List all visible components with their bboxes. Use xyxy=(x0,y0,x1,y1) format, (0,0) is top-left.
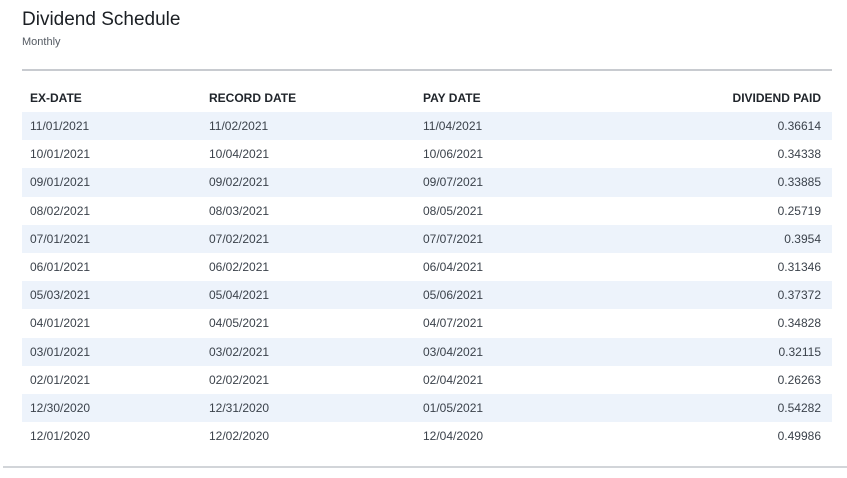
table-row: 02/01/2021 02/02/2021 02/04/2021 0.26263 xyxy=(22,365,832,394)
dividend-paid-cell: 0.26263 xyxy=(777,372,821,387)
record-date-cell: 05/04/2021 xyxy=(209,288,270,303)
pay-date-cell: 03/04/2021 xyxy=(423,344,484,359)
ex-date-cell: 06/01/2021 xyxy=(30,260,91,275)
page-title: Dividend Schedule xyxy=(22,9,181,30)
dividend-paid-cell: 0.36614 xyxy=(777,119,821,134)
pay-date-cell: 10/06/2021 xyxy=(423,147,484,162)
page-subtitle: Monthly xyxy=(22,36,61,48)
table-row: 08/02/2021 08/03/2021 08/05/2021 0.25719 xyxy=(22,196,832,225)
pay-date-cell: 01/05/2021 xyxy=(423,400,484,415)
pay-date-cell: 02/04/2021 xyxy=(423,372,484,387)
record-date-cell: 07/02/2021 xyxy=(209,231,270,246)
record-date-cell: 03/02/2021 xyxy=(209,344,270,359)
record-date-cell: 06/02/2021 xyxy=(209,260,270,275)
column-header-pay-date: PAY DATE xyxy=(423,91,481,105)
table-row: 12/01/2020 12/02/2020 12/04/2020 0.49986 xyxy=(22,422,832,451)
dividend-paid-cell: 0.49986 xyxy=(777,429,821,444)
record-date-cell: 10/04/2021 xyxy=(209,147,270,162)
pay-date-cell: 05/06/2021 xyxy=(423,288,484,303)
dividend-paid-cell: 0.34338 xyxy=(777,147,821,162)
table-row: 11/01/2021 11/02/2021 11/04/2021 0.36614 xyxy=(22,112,832,141)
ex-date-cell: 07/01/2021 xyxy=(30,231,91,246)
table-row: 07/01/2021 07/02/2021 07/07/2021 0.3954 xyxy=(22,224,832,253)
pay-date-cell: 04/07/2021 xyxy=(423,316,484,331)
table-row: 12/30/2020 12/31/2020 01/05/2021 0.54282 xyxy=(22,393,832,423)
pay-date-cell: 08/05/2021 xyxy=(423,203,484,218)
ex-date-cell: 11/01/2021 xyxy=(30,119,90,134)
pay-date-cell: 09/07/2021 xyxy=(423,175,484,190)
record-date-cell: 11/02/2021 xyxy=(209,119,269,134)
table-row: 05/03/2021 05/04/2021 05/06/2021 0.37372 xyxy=(22,281,832,310)
table-header-row: EX-DATE RECORD DATE PAY DATE DIVIDEND PA… xyxy=(22,84,832,112)
ex-date-cell: 03/01/2021 xyxy=(30,344,91,359)
pay-date-cell: 12/04/2020 xyxy=(423,429,484,444)
dividend-table: EX-DATE RECORD DATE PAY DATE DIVIDEND PA… xyxy=(22,84,832,451)
table-row: 09/01/2021 09/02/2021 09/07/2021 0.33885 xyxy=(22,168,832,197)
footer-divider xyxy=(3,466,847,468)
ex-date-cell: 10/01/2021 xyxy=(30,147,91,162)
dividend-paid-cell: 0.32115 xyxy=(778,344,822,359)
record-date-cell: 04/05/2021 xyxy=(209,316,270,331)
column-header-ex-date: EX-DATE xyxy=(30,91,82,105)
dividend-paid-cell: 0.37372 xyxy=(777,288,821,303)
ex-date-cell: 02/01/2021 xyxy=(30,372,91,387)
pay-date-cell: 07/07/2021 xyxy=(423,231,484,246)
pay-date-cell: 06/04/2021 xyxy=(423,260,484,275)
ex-date-cell: 05/03/2021 xyxy=(30,288,91,303)
column-header-record-date: RECORD DATE xyxy=(209,91,297,105)
table-row: 10/01/2021 10/04/2021 10/06/2021 0.34338 xyxy=(22,140,832,169)
pay-date-cell: 11/04/2021 xyxy=(423,119,483,134)
table-body: 11/01/2021 11/02/2021 11/04/2021 0.36614 10/… xyxy=(22,112,832,451)
dividend-paid-cell: 0.31346 xyxy=(777,260,821,275)
ex-date-cell: 08/02/2021 xyxy=(30,203,91,218)
dividend-paid-cell: 0.34828 xyxy=(777,316,821,331)
dividend-paid-cell: 0.54282 xyxy=(777,400,821,415)
ex-date-cell: 12/30/2020 xyxy=(30,400,91,415)
column-header-dividend-paid: DIVIDEND PAID xyxy=(732,91,821,105)
record-date-cell: 08/03/2021 xyxy=(209,203,270,218)
dividend-paid-cell: 0.3954 xyxy=(784,231,821,246)
table-row: 06/01/2021 06/02/2021 06/04/2021 0.31346 xyxy=(22,252,832,282)
table-row: 03/01/2021 03/02/2021 03/04/2021 0.32115 xyxy=(22,337,832,366)
table-row: 04/01/2021 04/05/2021 04/07/2021 0.34828 xyxy=(22,309,832,338)
ex-date-cell: 09/01/2021 xyxy=(30,175,91,190)
dividend-paid-cell: 0.25719 xyxy=(777,203,821,218)
record-date-cell: 12/02/2020 xyxy=(209,429,270,444)
record-date-cell: 02/02/2021 xyxy=(209,372,270,387)
ex-date-cell: 12/01/2020 xyxy=(30,429,91,444)
ex-date-cell: 04/01/2021 xyxy=(30,316,91,331)
record-date-cell: 12/31/2020 xyxy=(209,400,270,415)
record-date-cell: 09/02/2021 xyxy=(209,175,270,190)
header-divider xyxy=(22,69,832,71)
dividend-paid-cell: 0.33885 xyxy=(777,175,821,190)
